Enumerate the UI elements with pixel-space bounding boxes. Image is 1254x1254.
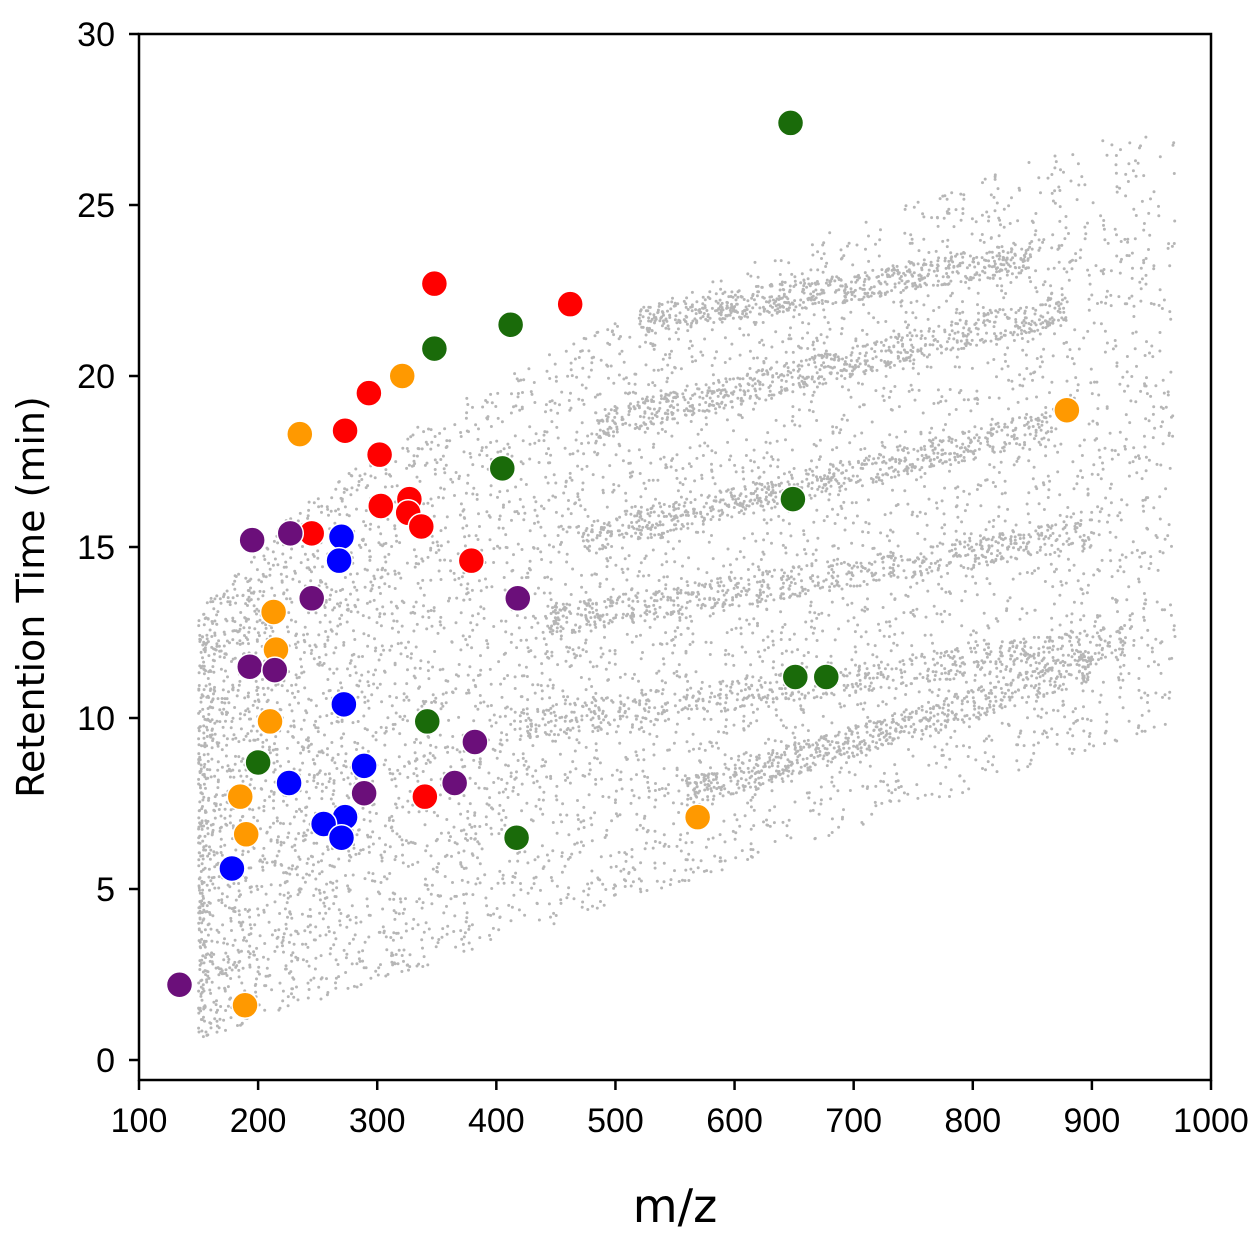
y-tick-label-4: 20 [77,358,115,396]
data-point-s3-8 [218,854,246,883]
data-point-s3-3 [350,752,378,780]
data-point-s4-2 [297,584,326,613]
data-point-s3-2 [330,690,358,719]
data-point-s2-4 [779,485,807,513]
x-tick-label-5: 600 [706,1102,763,1140]
data-point-s2-7 [413,707,441,736]
data-point-s4-3 [504,584,532,613]
x-tick-label-9: 1000 [1173,1102,1249,1140]
data-point-s0-2 [355,379,383,407]
data-point-s4-5 [261,656,289,684]
y-tick-label-2: 10 [77,700,115,738]
y-tick-label-0: 0 [96,1042,115,1080]
data-point-s1-5 [256,707,284,736]
x-tick-label-6: 700 [825,1102,882,1140]
data-point-s2-5 [781,663,810,691]
x-tick-label-2: 300 [349,1102,406,1140]
data-point-s4-8 [440,769,469,797]
data-point-s4-1 [276,519,305,548]
data-point-s2-0 [776,109,805,137]
data-point-s2-2 [420,334,449,363]
data-point-s0-3 [331,416,359,445]
data-point-s4-7 [350,779,378,807]
data-point-s2-6 [812,663,841,691]
x-tick-label-4: 500 [587,1102,644,1140]
x-axis: 100 200 300 400 500 600 700 800 900 1000 [111,1080,1249,1140]
data-point-s4-9 [165,971,194,999]
data-point-s2-8 [244,748,272,777]
data-point-s4-0 [238,526,266,554]
data-point-s1-3 [259,598,288,626]
data-point-s1-6 [226,782,254,811]
background-feature-cloud [197,135,1177,1039]
data-point-s1-0 [388,362,416,390]
highlighted-points [165,109,1081,1020]
data-point-s1-9 [683,803,712,831]
data-point-s1-8 [231,991,259,1020]
y-tick-label-6: 30 [77,16,115,54]
data-point-s3-1 [325,546,353,575]
data-point-s0-11 [411,782,439,811]
y-axis-title: Retention Time (min) [9,396,53,798]
data-point-s0-10 [457,546,486,575]
data-point-s4-6 [461,728,489,756]
background-points [197,135,1177,1039]
data-point-s0-1 [556,290,584,318]
data-point-s0-5 [367,492,395,520]
data-point-s3-7 [327,823,356,852]
x-tick-label-7: 800 [944,1102,1001,1140]
data-point-s3-4 [275,769,303,797]
data-point-s2-9 [502,823,531,852]
y-tick-label-5: 25 [77,187,115,225]
data-point-s2-3 [488,454,517,483]
data-point-s2-1 [496,310,525,339]
x-tick-label-1: 200 [230,1102,287,1140]
data-point-s3-0 [327,522,356,551]
x-axis-title: m/z [633,1179,717,1233]
data-point-s0-0 [420,269,449,298]
data-point-s0-8 [407,512,436,541]
x-tick-label-8: 900 [1064,1102,1121,1140]
data-point-s1-2 [1053,396,1081,424]
y-tick-label-1: 5 [96,871,115,909]
y-axis: 0 5 10 15 20 25 30 [77,16,139,1080]
data-point-s1-7 [232,820,260,849]
x-tick-label-3: 400 [468,1102,525,1140]
data-point-s1-1 [286,420,314,448]
y-tick-label-3: 15 [77,529,115,567]
data-point-s0-4 [365,440,394,469]
plot-frame [137,32,1213,1082]
data-point-s4-4 [236,652,264,681]
x-tick-label-0: 100 [111,1102,168,1140]
